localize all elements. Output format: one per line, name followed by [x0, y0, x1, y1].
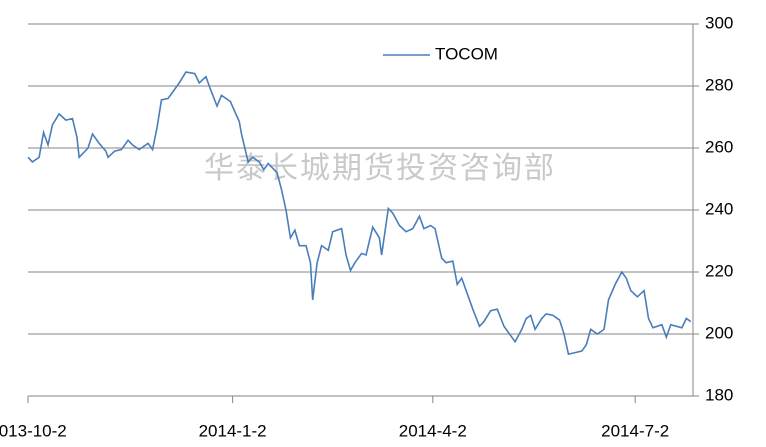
- x-tick-label: 2014-7-2: [601, 421, 669, 440]
- watermark: 华泰长城期货投资咨询部: [204, 151, 556, 186]
- y-tick-label: 260: [705, 137, 733, 156]
- legend-label: TOCOM: [435, 44, 498, 63]
- y-tick-label: 220: [705, 261, 733, 280]
- line: [27, 71, 692, 356]
- x-tick-label: 2014-4-2: [399, 421, 467, 440]
- x-tick-label: 2014-1-2: [199, 421, 267, 440]
- y-tick-label: 240: [705, 199, 733, 218]
- x-tick-label: 2013-10-2: [0, 421, 67, 440]
- y-tick-label: 300: [705, 13, 733, 32]
- y-tick-label: 200: [705, 323, 733, 342]
- y-tick-label: 180: [705, 385, 733, 404]
- y-tick-label: 280: [705, 75, 733, 94]
